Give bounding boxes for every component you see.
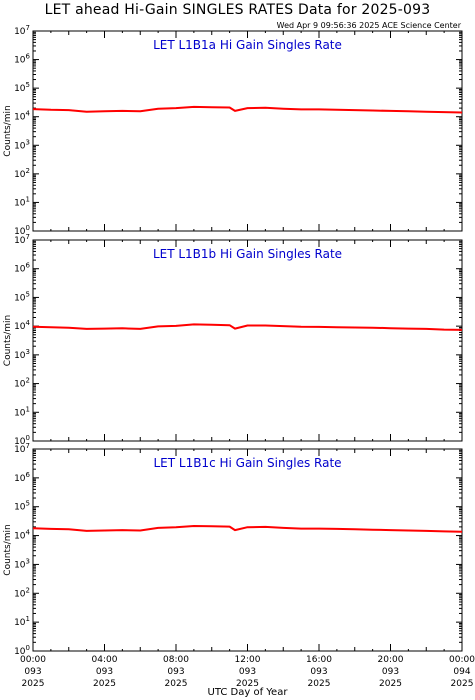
y-tick-label: 102 [14,377,30,390]
y-tick-label: 101 [14,405,30,418]
x-tick-label-time: 00:00 [20,655,46,665]
y-tick-label: 107 [14,442,30,455]
x-tick-label-year: 2025 [93,679,116,689]
y-tick-label: 107 [14,233,30,246]
page-title: LET ahead Hi-Gain SINGLES RATES Data for… [44,2,431,18]
x-tick-label-year: 2025 [165,679,188,689]
y-tick-label: 104 [14,319,30,332]
y-tick-label: 101 [14,615,30,628]
panel-title: LET L1B1b Hi Gain Singles Rate [153,247,342,261]
y-axis-label: Counts/min [3,524,13,575]
y-tick-label: 104 [14,529,30,542]
y-tick-label: 106 [14,53,30,66]
series-line [32,323,463,331]
y-tick-label: 107 [14,24,30,37]
y-tick-label: 100 [14,224,30,237]
y-tick-label: 105 [14,290,30,303]
x-tick-label-time: 08:00 [163,655,189,665]
y-tick-label: 100 [14,434,30,447]
y-tick-label: 105 [14,500,30,513]
x-tick-label-year: 2025 [236,679,259,689]
x-tick-label-day: 093 [310,667,327,677]
y-tick-label: 106 [14,262,30,275]
panel-title: LET L1B1a Hi Gain Singles Rate [153,38,342,52]
x-tick-label-year: 2025 [22,679,45,689]
timestamp: Wed Apr 9 09:56:36 2025 ACE Science Cent… [276,21,461,30]
x-tick-label-time: 20:00 [378,655,404,665]
y-axis-label: Counts/min [3,315,13,366]
series-line [32,525,463,533]
x-tick-label-time: 04:00 [92,655,118,665]
x-tick-label-time: 12:00 [235,655,261,665]
y-axis-label: Counts/min [3,105,13,156]
y-tick-label: 106 [14,471,30,484]
x-axis-label: UTC Day of Year [208,687,289,698]
x-tick-label-day: 093 [167,667,184,677]
y-tick-label: 103 [14,138,30,151]
y-tick-label: 102 [14,167,30,180]
x-tick-label-day: 093 [239,667,256,677]
y-tick-label: 103 [14,557,30,570]
x-tick-label-time: 00:00 [449,655,475,665]
y-tick-label: 105 [14,81,30,94]
plot-frame [32,30,463,232]
y-tick-label: 102 [14,586,30,599]
plot-frame [32,448,463,652]
series-line [32,105,463,114]
x-tick-label-day: 093 [382,667,399,677]
x-tick-label-day: 093 [24,667,41,677]
x-tick-label-day: 094 [453,667,470,677]
x-tick-label-day: 093 [96,667,113,677]
y-tick-label: 100 [14,644,30,657]
y-tick-label: 101 [14,195,30,208]
y-tick-label: 103 [14,348,30,361]
panel-title: LET L1B1c Hi Gain Singles Rate [153,456,341,470]
x-tick-label-time: 16:00 [306,655,332,665]
x-tick-label-year: 2025 [308,679,331,689]
plot-frame [32,239,463,442]
x-tick-label-year: 2025 [379,679,402,689]
x-tick-label-year: 2025 [451,679,474,689]
y-tick-label: 104 [14,110,30,123]
